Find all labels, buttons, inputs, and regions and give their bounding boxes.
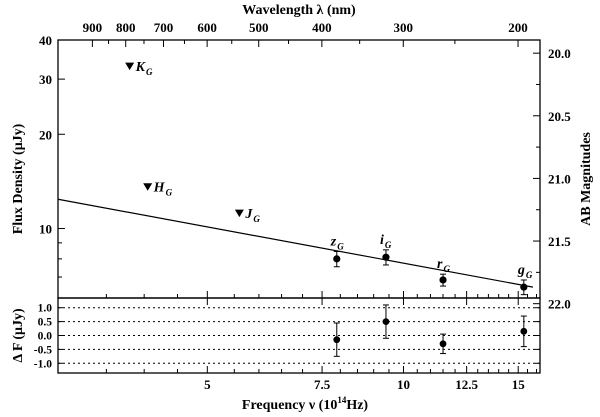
residual-point <box>520 327 528 335</box>
top-axis-title: Wavelength λ (nm) <box>242 3 356 18</box>
x-tick-label: 5 <box>204 377 211 392</box>
top-tick-label: 300 <box>394 20 414 35</box>
right-axis-title: AB Magnitudes <box>579 132 594 226</box>
band-label-h: HG <box>153 181 173 198</box>
residual-tick-label: 0.5 <box>38 317 53 329</box>
y-tick-label: 40 <box>39 33 52 48</box>
residual-tick-label: -1.0 <box>34 358 52 370</box>
residual-tick-label: 0.0 <box>38 331 53 343</box>
power-law-fit-line <box>57 198 534 288</box>
left-axis-title: Flux Density (μJy) <box>11 123 26 234</box>
upper-limit-marker <box>234 209 244 218</box>
upper-limit-marker <box>143 183 153 191</box>
band-label-j: JG <box>244 207 260 224</box>
right-tick-label: 20.0 <box>548 46 571 61</box>
residual-axis-title: Δ F (μJy) <box>11 308 26 363</box>
band-label-i: iG <box>380 233 392 250</box>
residual-point <box>382 318 390 326</box>
right-tick-label: 21.5 <box>548 234 571 249</box>
detection-point <box>382 253 390 261</box>
x-tick-label: 15 <box>512 377 526 392</box>
top-tick-label: 700 <box>154 20 174 35</box>
residual-tick-label: -0.5 <box>34 344 52 356</box>
residual-point <box>333 336 341 344</box>
x-tick-label: 10 <box>397 377 410 392</box>
y-tick-label: 10 <box>39 222 52 237</box>
right-tick-label: 20.5 <box>548 109 571 124</box>
y-tick-label: 20 <box>39 127 52 142</box>
detection-point <box>439 276 447 284</box>
top-tick-label: 200 <box>508 20 528 35</box>
y-tick-label: 30 <box>39 72 52 87</box>
residual-point <box>439 340 447 348</box>
top-tick-label: 800 <box>116 20 136 35</box>
residual-tick-label: 1.0 <box>38 303 53 315</box>
bottom-axis-title: Frequency ν (1014Hz) <box>242 395 369 413</box>
band-label-r: rG <box>437 257 450 274</box>
top-tick-label: 600 <box>197 20 217 35</box>
right-tick-label: 21.0 <box>548 171 571 186</box>
band-label-z: zG <box>330 234 344 251</box>
band-label-g: gG <box>517 263 533 280</box>
right-tick-label: 22.0 <box>548 297 571 312</box>
band-label-k: KG <box>135 60 153 77</box>
detection-point <box>520 283 528 291</box>
upper-limit-marker <box>125 62 135 71</box>
detection-point <box>333 255 341 263</box>
main-panel-frame <box>57 39 541 299</box>
x-tick-label: 7.5 <box>314 377 331 392</box>
top-tick-label: 900 <box>83 20 103 35</box>
top-tick-label: 500 <box>249 20 269 35</box>
top-tick-label: 400 <box>312 20 332 35</box>
x-tick-label: 12.5 <box>455 377 478 392</box>
